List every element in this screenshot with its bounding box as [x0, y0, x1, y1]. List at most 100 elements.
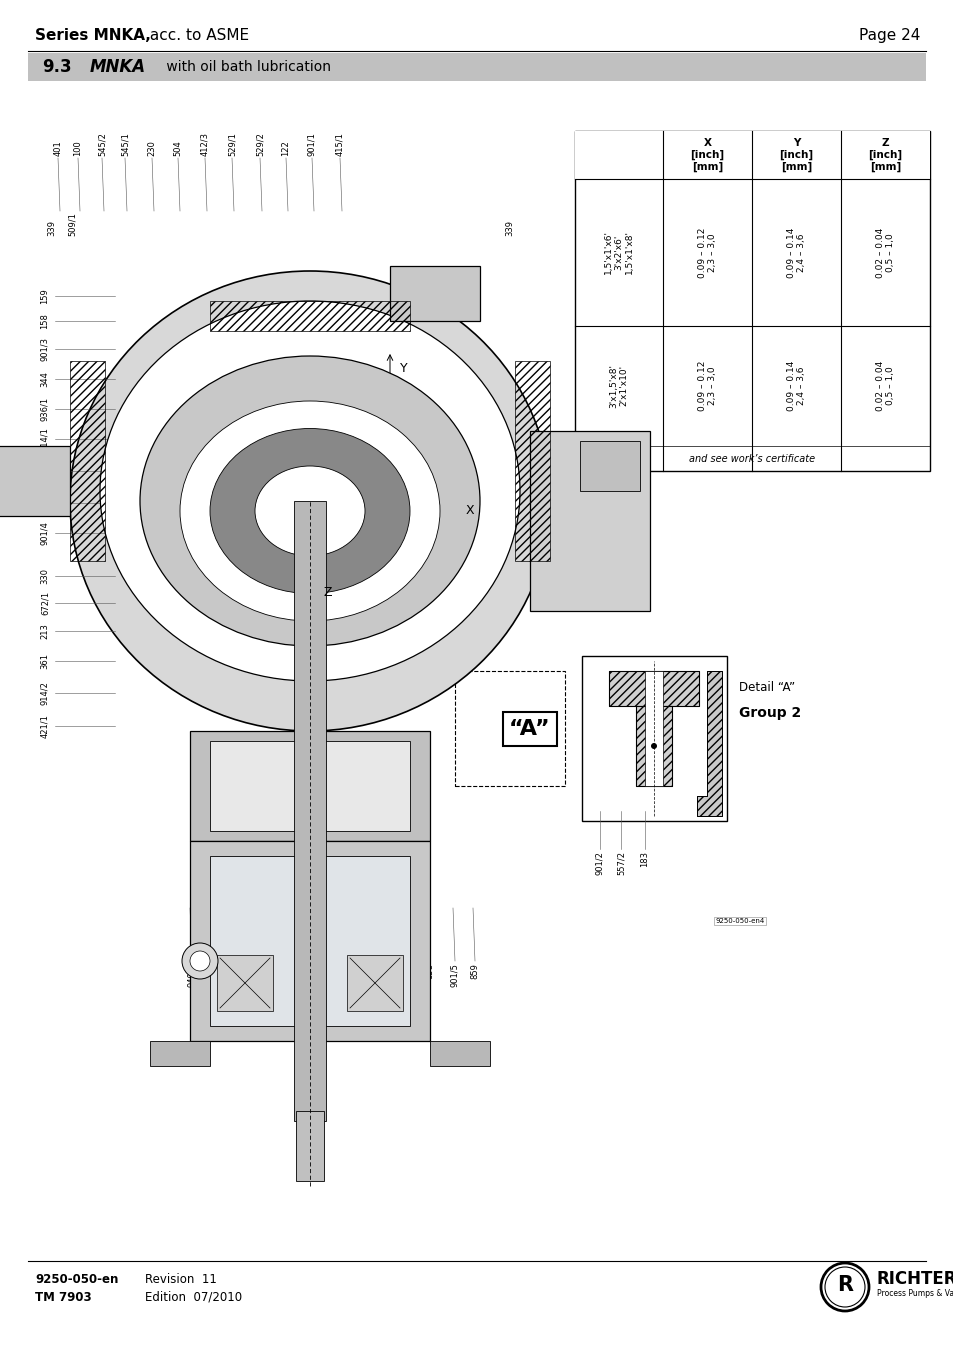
Text: 529/1: 529/1: [227, 132, 236, 155]
Bar: [581, 657, 726, 821]
Text: 0.09 – 0.12
2,3 – 3,0: 0.09 – 0.12 2,3 – 3,0: [697, 227, 717, 277]
Bar: [608, 671, 699, 707]
Text: 0.09 – 0.14
2,4 – 3,6: 0.09 – 0.14 2,4 – 3,6: [786, 227, 805, 277]
Text: 213: 213: [40, 623, 50, 639]
Text: 9.3: 9.3: [42, 58, 71, 76]
Text: TM 7903: TM 7903: [35, 1292, 91, 1304]
Bar: [644, 671, 662, 786]
Bar: [210, 301, 410, 331]
Text: 9250-050-en: 9250-050-en: [35, 1273, 118, 1286]
Text: 509/1: 509/1: [68, 212, 76, 236]
Text: with oil bath lubrication: with oil bath lubrication: [162, 59, 331, 74]
Ellipse shape: [140, 357, 479, 646]
Text: 401: 401: [53, 141, 63, 155]
Text: “A”: “A”: [509, 719, 550, 739]
Bar: [70, 361, 105, 561]
Text: 940/1: 940/1: [188, 963, 196, 986]
Text: 858: 858: [425, 963, 434, 979]
Text: 415/1: 415/1: [335, 132, 344, 155]
Text: Y: Y: [399, 362, 407, 376]
Text: 545/2: 545/2: [97, 132, 107, 155]
Ellipse shape: [180, 401, 439, 621]
Text: 903/1: 903/1: [291, 963, 299, 988]
Text: 901/2: 901/2: [595, 851, 604, 875]
Circle shape: [182, 943, 218, 979]
Text: X: X: [465, 504, 474, 517]
Text: 914/2: 914/2: [40, 681, 50, 705]
Text: 400/1: 400/1: [374, 963, 382, 986]
Bar: [636, 707, 671, 786]
Text: Revision  11: Revision 11: [145, 1273, 216, 1286]
Text: Edition  07/2010: Edition 07/2010: [145, 1292, 242, 1304]
Bar: [0, 446, 70, 516]
Text: 903/2: 903/2: [402, 963, 411, 988]
Text: 1,5'x1'x6'
3'x2'x6'
1,5'x1'x8': 1,5'x1'x6' 3'x2'x6' 1,5'x1'x8': [603, 231, 633, 274]
Text: 545/1: 545/1: [120, 132, 130, 155]
Text: MNKA: MNKA: [90, 58, 146, 76]
Text: 901/5: 901/5: [450, 963, 459, 986]
Text: 361: 361: [40, 653, 50, 669]
Text: 339: 339: [505, 220, 514, 236]
Text: 914/1: 914/1: [40, 427, 50, 451]
Text: Page 24: Page 24: [858, 28, 919, 43]
Text: 557/2: 557/2: [616, 851, 625, 875]
Text: 421/2: 421/2: [40, 459, 50, 482]
Bar: [347, 955, 402, 1011]
Text: Series MNKA,: Series MNKA,: [35, 28, 151, 43]
Text: 901/4: 901/4: [40, 521, 50, 544]
Text: 859: 859: [470, 963, 479, 979]
Ellipse shape: [100, 301, 519, 681]
Text: 100: 100: [73, 141, 82, 155]
Bar: [455, 671, 564, 786]
Text: 908/1: 908/1: [40, 490, 50, 515]
Bar: [390, 266, 479, 322]
Bar: [430, 1042, 490, 1066]
Bar: [210, 857, 410, 1025]
Bar: [608, 671, 699, 707]
Text: 344: 344: [40, 372, 50, 386]
Bar: [530, 431, 649, 611]
Text: Y
[inch]
[mm]: Y [inch] [mm]: [779, 138, 813, 172]
Circle shape: [190, 951, 210, 971]
Ellipse shape: [254, 466, 365, 557]
Text: 158: 158: [40, 313, 50, 328]
Bar: [575, 131, 929, 178]
Text: 321/2: 321/2: [263, 963, 273, 988]
Text: 230: 230: [148, 141, 156, 155]
Text: 159: 159: [40, 288, 50, 304]
Bar: [150, 1042, 210, 1066]
Text: 421/1: 421/1: [40, 715, 50, 738]
Text: Process Pumps & Valves: Process Pumps & Valves: [876, 1289, 953, 1298]
Text: Z
[inch]
[mm]: Z [inch] [mm]: [867, 138, 902, 172]
Text: 403: 403: [211, 963, 219, 979]
Text: RICHTER: RICHTER: [876, 1270, 953, 1288]
Text: 901/1: 901/1: [307, 132, 316, 155]
Bar: [210, 740, 410, 831]
Bar: [28, 53, 925, 81]
Bar: [190, 842, 430, 1042]
Bar: [636, 707, 671, 786]
Text: R: R: [836, 1275, 852, 1296]
Text: Group 2: Group 2: [739, 707, 801, 720]
Text: acc. to ASME: acc. to ASME: [145, 28, 249, 43]
Bar: [216, 955, 273, 1011]
Text: 672/1: 672/1: [40, 590, 50, 615]
Text: 953/1: 953/1: [235, 963, 244, 988]
Bar: [515, 361, 550, 561]
Text: 0.09 – 0.12
2,3 – 3,0: 0.09 – 0.12 2,3 – 3,0: [697, 361, 717, 411]
Text: 9250-050-en4: 9250-050-en4: [715, 917, 763, 924]
Text: 936/1: 936/1: [40, 397, 50, 422]
Bar: [295, 1111, 324, 1181]
Text: 504: 504: [173, 141, 182, 155]
Bar: [579, 440, 639, 490]
Text: and see work’s certificate: and see work’s certificate: [689, 454, 815, 463]
Text: 339: 339: [48, 220, 56, 236]
Bar: [294, 501, 326, 1121]
Text: 901/3: 901/3: [40, 336, 50, 361]
Text: 0.09 – 0.14
2,4 – 3,6: 0.09 – 0.14 2,4 – 3,6: [786, 361, 805, 411]
Text: 122: 122: [281, 141, 291, 155]
Text: 330: 330: [40, 567, 50, 584]
Circle shape: [650, 743, 657, 748]
Ellipse shape: [210, 428, 410, 593]
Text: Z: Z: [323, 586, 332, 598]
